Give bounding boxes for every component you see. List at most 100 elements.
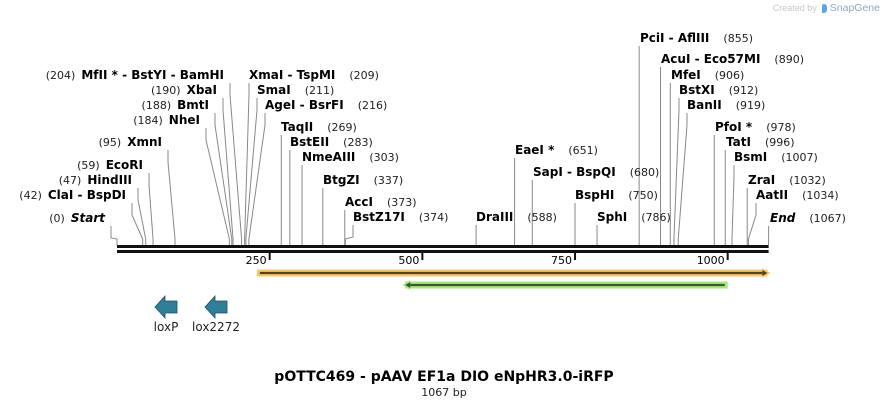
site-name[interactable]: SphI (597, 210, 627, 224)
site-name[interactable]: BstXI (679, 83, 715, 97)
snapgene-credit: Created by SnapGene (773, 2, 880, 14)
restriction-site[interactable]: XmaI - TspMI (209) (249, 68, 379, 82)
restriction-site[interactable]: EcoRI (59) (77, 158, 143, 172)
restriction-site[interactable]: BspHI (750) (575, 188, 658, 202)
site-leader-line (245, 98, 258, 245)
restriction-site[interactable]: BanII (919) (687, 98, 765, 112)
green-feature[interactable] (402, 280, 728, 290)
backbone-bottom-strand (117, 250, 769, 253)
restriction-site[interactable]: SphI (786) (597, 210, 671, 224)
restriction-site[interactable]: PfoI * (978) (715, 120, 796, 134)
site-position: (1034) (802, 189, 839, 202)
restriction-site[interactable]: XmnI (95) (99, 135, 162, 149)
site-leader-line (677, 113, 688, 245)
restriction-site[interactable]: MfeI (906) (671, 68, 744, 82)
restriction-site[interactable]: AatII (1034) (756, 188, 839, 202)
restriction-site[interactable]: ZraI (1032) (748, 173, 826, 187)
restriction-site[interactable]: DraIII (588) (476, 210, 557, 224)
site-position: (95) (99, 136, 122, 149)
site-position: (209) (349, 69, 379, 82)
site-name[interactable]: SmaI (257, 83, 291, 97)
site-leader-line (167, 150, 176, 245)
site-name[interactable]: XmaI - TspMI (249, 68, 335, 82)
restriction-site[interactable]: BstEII (283) (290, 135, 373, 149)
site-name[interactable]: Start (71, 211, 106, 225)
restriction-site[interactable]: PciI - AflIII (855) (640, 31, 753, 45)
site-name[interactable]: MfeI (671, 68, 701, 82)
site-name[interactable]: NmeAIII (302, 150, 355, 164)
site-name[interactable]: PfoI * (715, 120, 753, 134)
site-name[interactable]: ClaI - BspDI (48, 188, 126, 202)
restriction-site[interactable]: Start (0) (49, 211, 106, 225)
restriction-site[interactable]: BsmI (1007) (734, 150, 818, 164)
site-position: (1007) (781, 151, 818, 164)
backbone-top-strand (117, 245, 769, 248)
site-name[interactable]: XmnI (127, 135, 162, 149)
site-name[interactable]: DraIII (476, 210, 513, 224)
lox-site-loxp[interactable]: loxP (154, 294, 179, 334)
restriction-site[interactable]: SapI - BspQI (680) (533, 165, 659, 179)
restriction-site[interactable]: AcuI - Eco57MI (890) (661, 52, 804, 66)
site-name[interactable]: AgeI - BsrFI (265, 98, 344, 112)
site-name[interactable]: BtgZI (323, 173, 360, 187)
site-leader-lines (110, 46, 770, 245)
site-position: (337) (374, 174, 404, 187)
site-leader-line (673, 98, 680, 245)
restriction-site[interactable]: TatI (996) (726, 135, 795, 149)
site-leader-line (110, 226, 118, 245)
restriction-site[interactable]: XbaI (190) (151, 83, 217, 97)
restriction-site[interactable]: ClaI - BspDI (42) (19, 188, 126, 202)
orange-feature[interactable] (256, 268, 771, 278)
site-name[interactable]: HindIII (87, 173, 132, 187)
site-name[interactable]: BanII (687, 98, 722, 112)
site-name[interactable]: SapI - BspQI (533, 165, 616, 179)
left-arrow-icon (204, 294, 228, 320)
restriction-site[interactable]: AgeI - BsrFI (216) (265, 98, 387, 112)
restriction-site[interactable]: HindIII (47) (59, 173, 132, 187)
restriction-site-labels: Start (0) ClaI - BspDI (42) HindIII (47) EcoRI… (19, 31, 846, 225)
site-name[interactable]: EcoRI (106, 158, 143, 172)
restriction-site[interactable]: BtgZI (337) (323, 173, 403, 187)
site-name[interactable]: EaeI * (515, 143, 555, 157)
arrow-tip-left-icon (405, 282, 411, 288)
lox-label: loxP (154, 320, 179, 334)
site-leader-line (131, 203, 144, 245)
site-name[interactable]: BsmI (734, 150, 767, 164)
restriction-site[interactable]: NmeAIII (303) (302, 150, 399, 164)
restriction-site[interactable]: BstXI (912) (679, 83, 758, 97)
site-name[interactable]: BstZ17I (353, 210, 405, 224)
site-name[interactable]: ZraI (748, 173, 775, 187)
snapgene-logo-icon (821, 3, 827, 13)
site-name[interactable]: TaqII (281, 120, 313, 134)
restriction-site[interactable]: EaeI * (651) (515, 143, 598, 157)
map-title: pOTTC469 - pAAV EF1a DIO eNpHR3.0-iRFP (274, 369, 614, 385)
site-name[interactable]: NheI (169, 113, 200, 127)
site-name[interactable]: PciI - AflIII (640, 31, 709, 45)
restriction-site[interactable]: TaqII (269) (281, 120, 357, 134)
sequence-backbone (117, 245, 769, 253)
restriction-site[interactable]: MfII * - BstYI - BamHI (204) (46, 68, 224, 82)
site-leader-line (137, 188, 147, 245)
site-name[interactable]: TatI (726, 135, 751, 149)
site-name[interactable]: XbaI (187, 83, 217, 97)
restriction-site[interactable]: BmtI (188) (142, 98, 209, 112)
restriction-site[interactable]: SmaI (211) (257, 83, 334, 97)
ruler-tick (574, 253, 577, 260)
site-name[interactable]: AatII (756, 188, 788, 202)
restriction-site[interactable]: AccI (373) (345, 195, 417, 209)
site-name[interactable]: AccI (345, 195, 373, 209)
restriction-site[interactable]: BstZ17I (374) (353, 210, 448, 224)
site-name[interactable]: AcuI - Eco57MI (661, 52, 760, 66)
site-name[interactable]: BstEII (290, 135, 329, 149)
restriction-site[interactable]: NheI (184) (133, 113, 200, 127)
site-name[interactable]: BmtI (177, 98, 209, 112)
site-name[interactable]: BspHI (575, 188, 614, 202)
site-position: (912) (729, 84, 759, 97)
site-name[interactable]: End (770, 211, 796, 225)
site-position: (1067) (809, 212, 846, 225)
site-name[interactable]: MfII * - BstYI - BamHI (81, 68, 224, 82)
restriction-site[interactable]: End (1067) (770, 211, 846, 225)
lox-site-lox2272[interactable]: lox2272 (192, 294, 240, 334)
features-track (256, 268, 771, 290)
